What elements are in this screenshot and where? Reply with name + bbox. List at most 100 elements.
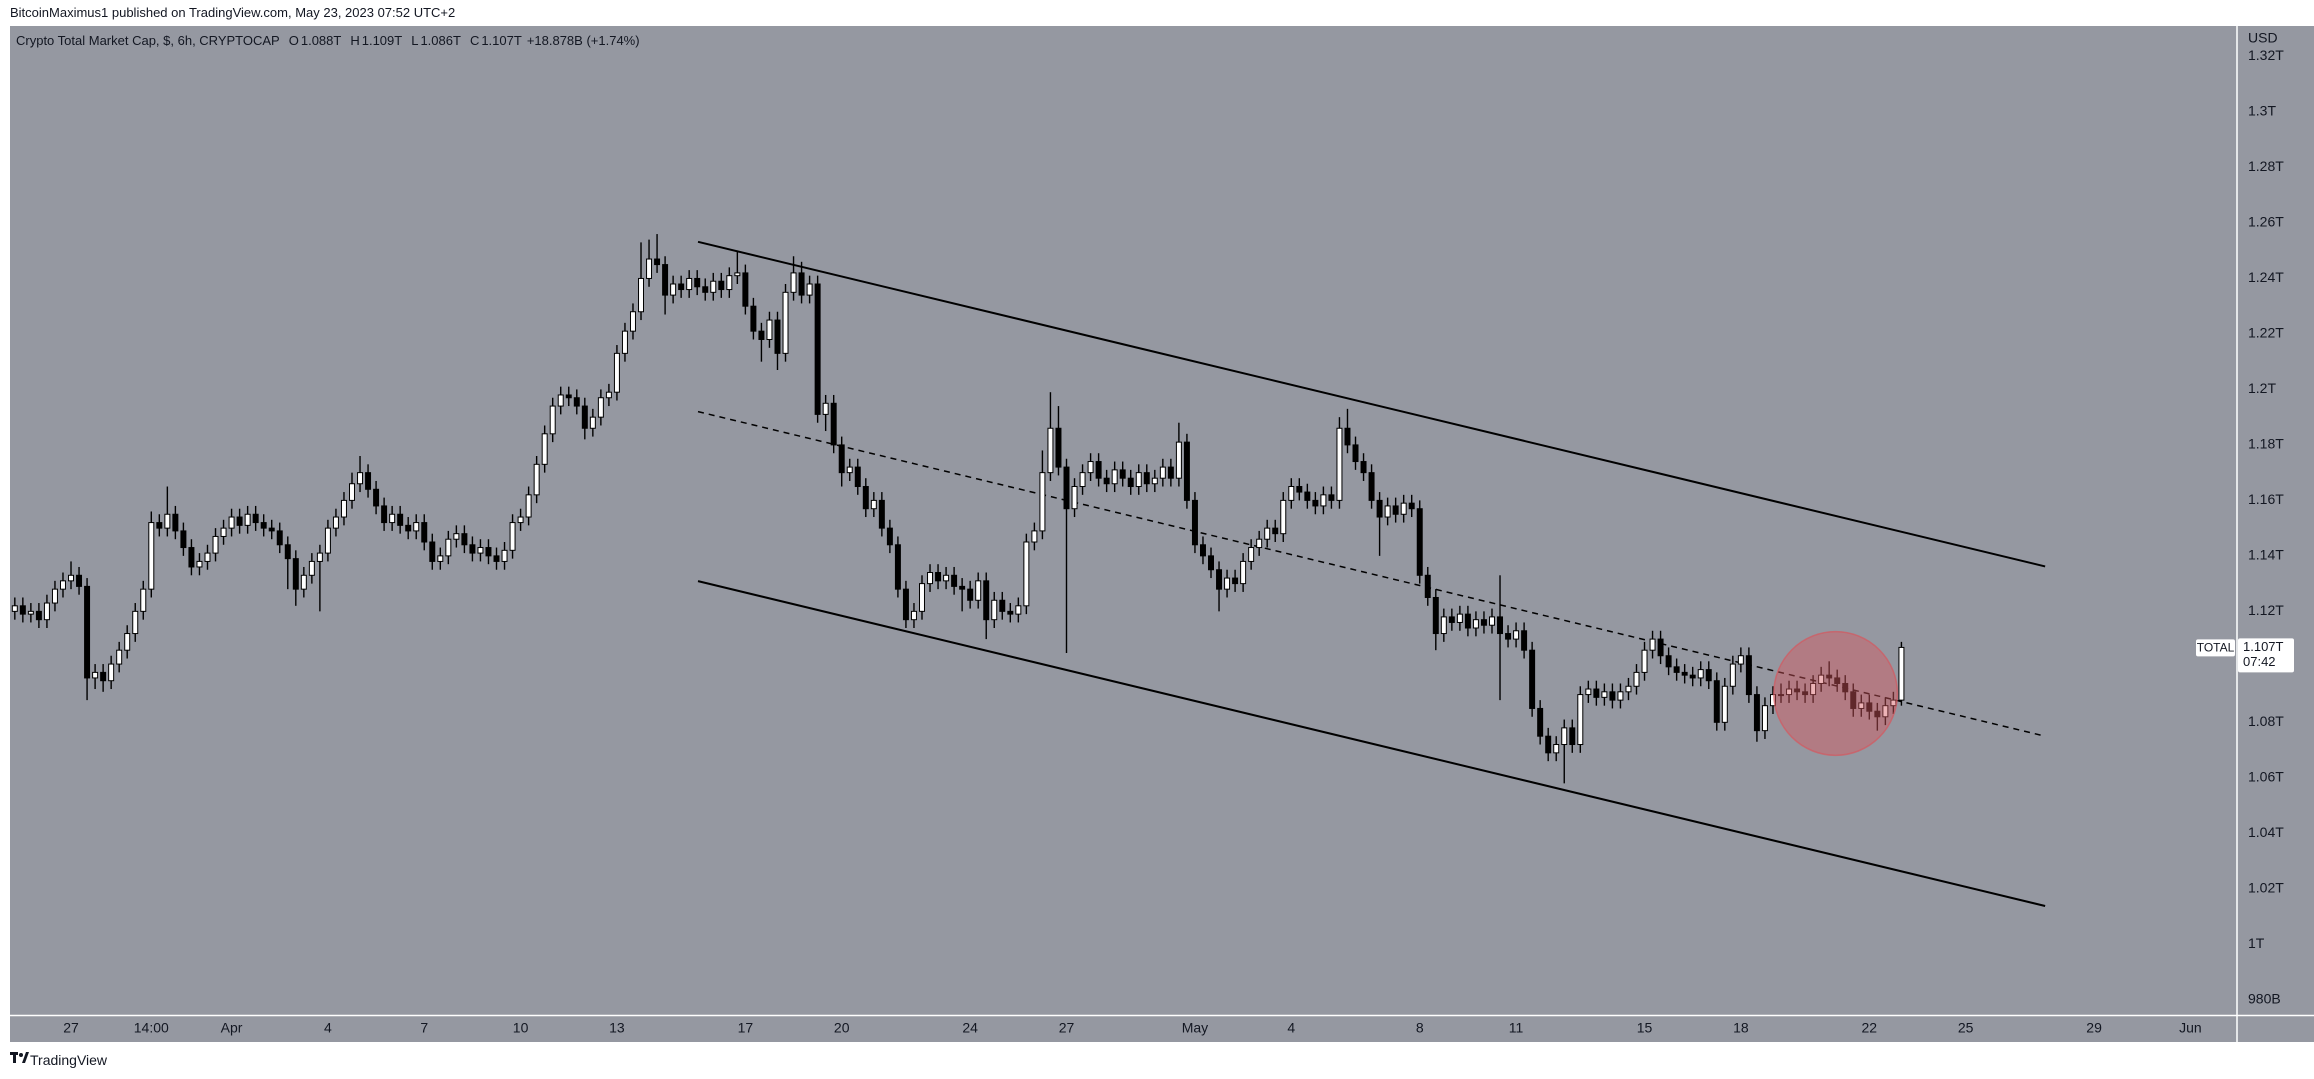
candle-body xyxy=(405,524,412,532)
candle-body xyxy=(437,555,444,562)
candle-body xyxy=(959,585,966,590)
candle-body xyxy=(790,272,797,293)
change: +18.878B (+1.74%) xyxy=(526,33,640,48)
candle-body xyxy=(670,283,677,296)
candle-body xyxy=(662,264,669,296)
x-tick-label: Apr xyxy=(221,1020,243,1036)
candle-body xyxy=(1665,655,1672,668)
ohlc-key: O xyxy=(288,33,299,48)
ohlc-key: L xyxy=(411,33,419,48)
candle-body xyxy=(1657,638,1664,657)
candle-body xyxy=(1842,682,1849,693)
candle-body xyxy=(1705,669,1712,682)
candle-body xyxy=(1336,427,1343,501)
candle-body xyxy=(140,588,147,612)
candle-body xyxy=(124,633,131,651)
candle-body xyxy=(461,533,468,546)
candle-body xyxy=(758,330,765,340)
candle-body xyxy=(1737,655,1744,665)
candle-body xyxy=(766,319,773,340)
highlight-circle xyxy=(1773,630,1899,757)
candle-body xyxy=(1561,727,1568,746)
candle-body xyxy=(902,588,909,621)
candle-body xyxy=(1681,671,1688,676)
x-tick-label: 25 xyxy=(1958,1020,1974,1036)
candle-body xyxy=(927,572,934,585)
candle-body xyxy=(316,552,323,562)
candle-body xyxy=(549,405,556,435)
candle-body xyxy=(1248,547,1255,562)
candle-body xyxy=(1448,616,1455,623)
candle-body xyxy=(894,544,901,590)
candle-body xyxy=(1745,655,1752,696)
candle-body xyxy=(501,549,508,562)
candle-body xyxy=(308,560,315,576)
candle-body xyxy=(1673,666,1680,673)
candle-body xyxy=(621,330,628,354)
candle-body xyxy=(84,585,91,679)
candle-body xyxy=(1095,461,1102,479)
candle-body xyxy=(886,527,893,546)
candle-body xyxy=(100,671,107,682)
candle-body xyxy=(919,583,925,612)
candle-body xyxy=(525,494,532,518)
candle-body xyxy=(1151,477,1158,485)
candle-body xyxy=(1521,630,1528,651)
y-tick-label: 1.22T xyxy=(2248,325,2284,341)
candle-body xyxy=(726,275,733,291)
candle-body xyxy=(1729,663,1736,687)
candle-body xyxy=(846,466,853,474)
candle-body xyxy=(373,488,380,507)
candle-body xyxy=(1874,710,1881,718)
candle-body xyxy=(710,280,717,293)
y-tick-label: 1.32T xyxy=(2248,47,2284,63)
candle-body xyxy=(1127,477,1134,488)
candle-body xyxy=(1183,441,1190,501)
candle-body xyxy=(854,466,861,488)
candle-body xyxy=(1272,527,1279,535)
symbol-tag-text: TOTAL xyxy=(2197,641,2235,655)
candle-body xyxy=(999,599,1006,612)
candle-body xyxy=(493,555,500,562)
candle-body xyxy=(1312,499,1319,507)
y-tick-label: 1.2T xyxy=(2248,380,2276,396)
candle-body xyxy=(1769,694,1776,707)
candle-body xyxy=(116,649,123,665)
candle-body xyxy=(782,291,789,354)
y-tick-label: 1.12T xyxy=(2248,602,2284,618)
candle-body xyxy=(1159,466,1166,479)
ohlc-key: H xyxy=(350,33,360,48)
candle-body xyxy=(180,530,187,549)
candle-body xyxy=(1087,461,1094,474)
candle-body xyxy=(252,513,259,524)
candle-body xyxy=(742,272,749,307)
candle-body xyxy=(541,433,548,465)
candle-body xyxy=(798,272,805,296)
candle-body xyxy=(389,513,396,524)
ohlc-value: 1.107T xyxy=(481,33,522,48)
candle-body xyxy=(830,402,837,446)
candle-body xyxy=(1111,469,1118,485)
y-tick-label: 980B xyxy=(2248,990,2281,1006)
x-tick-label: 4 xyxy=(324,1020,332,1036)
brand: TradingView xyxy=(30,1052,108,1068)
ohlc-value: 1.086T xyxy=(420,33,461,48)
candle-body xyxy=(1866,702,1873,712)
x-tick-label: 27 xyxy=(63,1020,79,1036)
candle-body xyxy=(629,311,636,332)
candle-body xyxy=(1360,461,1367,474)
candle-body xyxy=(1641,649,1648,673)
y-tick-label: 1.16T xyxy=(2248,491,2284,507)
candle-body xyxy=(1497,616,1504,635)
y-tick-label: 1.02T xyxy=(2248,879,2284,895)
candle-body xyxy=(413,522,420,532)
candle-body xyxy=(975,580,982,601)
candle-body xyxy=(678,283,685,291)
candle-body xyxy=(1264,527,1271,540)
candle-body xyxy=(1810,682,1817,696)
candle-body xyxy=(1778,694,1784,697)
channel-upper xyxy=(697,240,2046,568)
candle-body xyxy=(212,535,219,554)
candle-body xyxy=(910,610,917,621)
candle-body xyxy=(1713,680,1720,723)
